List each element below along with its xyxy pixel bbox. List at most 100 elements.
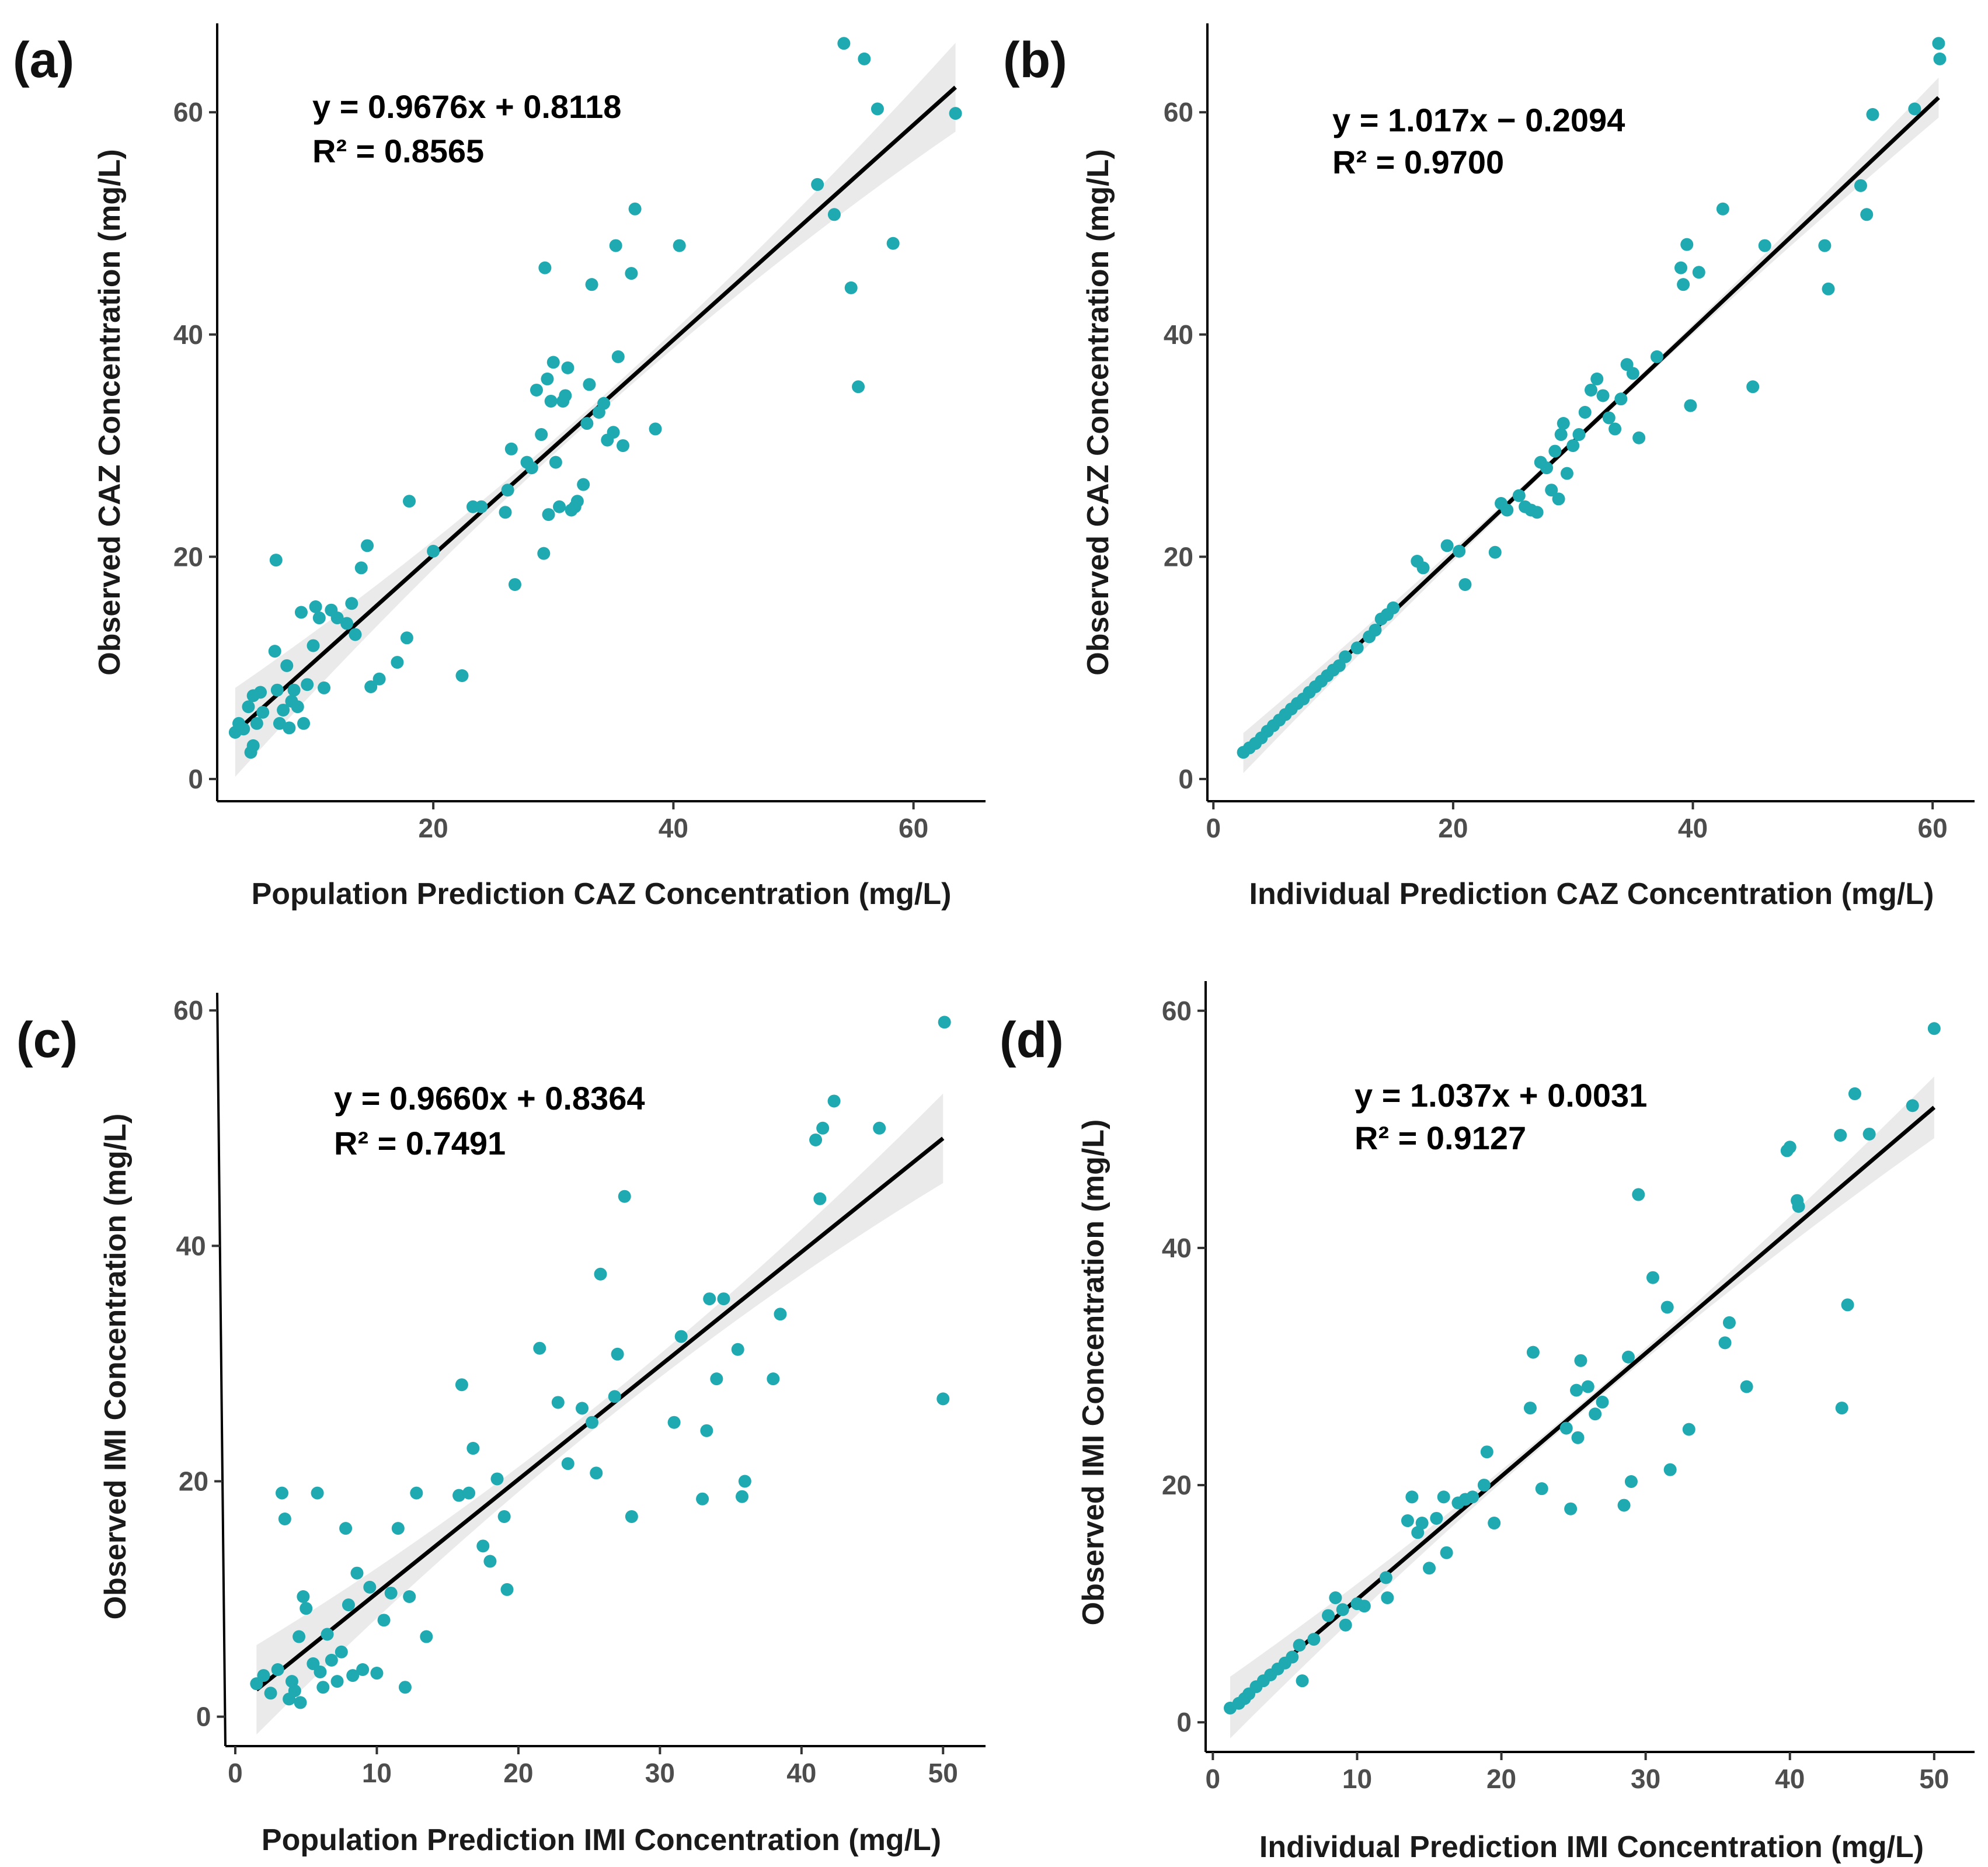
- data-point: [816, 1121, 830, 1135]
- data-point: [1684, 399, 1697, 412]
- data-point: [553, 500, 566, 513]
- data-point: [700, 1424, 713, 1437]
- x-tick-label: 20: [1438, 813, 1468, 843]
- data-point: [403, 495, 416, 508]
- data-point: [1559, 1421, 1573, 1435]
- x-axis-title: Population Prediction IMI Concentration …: [262, 1823, 941, 1857]
- data-point: [1369, 623, 1382, 637]
- data-point: [575, 1402, 589, 1415]
- data-point: [731, 1343, 744, 1356]
- data-point: [774, 1308, 787, 1321]
- data-point: [1758, 239, 1771, 252]
- data-point: [936, 1392, 950, 1406]
- data-point: [500, 1583, 514, 1596]
- data-point: [340, 617, 354, 630]
- data-point: [318, 681, 331, 694]
- data-point: [1624, 1475, 1638, 1488]
- r-squared: R² = 0.8565: [312, 133, 484, 169]
- data-point: [410, 1486, 423, 1500]
- data-point: [535, 428, 548, 441]
- data-point: [462, 1486, 476, 1500]
- data-point: [1585, 383, 1597, 397]
- data-point: [1440, 539, 1454, 552]
- data-point: [242, 700, 255, 714]
- data-point: [476, 1539, 490, 1553]
- data-point: [1570, 1383, 1583, 1397]
- data-point: [349, 628, 362, 641]
- x-tick-label: 60: [899, 813, 928, 843]
- data-point: [674, 1330, 688, 1343]
- data-point: [1572, 428, 1586, 441]
- data-point: [1571, 1431, 1585, 1444]
- data-point: [886, 237, 900, 250]
- data-point: [1548, 444, 1562, 458]
- data-point: [585, 278, 598, 291]
- data-point: [837, 37, 851, 50]
- data-point: [384, 1586, 398, 1600]
- data-point: [1632, 1188, 1645, 1201]
- data-point: [1500, 503, 1514, 517]
- x-tick-label: 60: [1918, 813, 1948, 843]
- x-tick-label: 40: [1775, 1764, 1805, 1794]
- data-point: [1621, 1350, 1635, 1364]
- data-point: [325, 1653, 338, 1667]
- data-point: [1540, 461, 1554, 475]
- x-tick-label: 50: [928, 1758, 958, 1788]
- data-point: [580, 417, 594, 430]
- data-point: [364, 680, 378, 694]
- data-point: [1862, 1127, 1876, 1141]
- data-point: [342, 1598, 355, 1612]
- data-point: [717, 1292, 730, 1306]
- data-point: [544, 394, 558, 408]
- data-point: [583, 378, 596, 391]
- data-point: [1350, 641, 1364, 655]
- data-point: [294, 1696, 307, 1709]
- data-point: [307, 639, 320, 652]
- data-point: [618, 1190, 631, 1203]
- x-tick-label: 40: [1678, 813, 1708, 843]
- data-point: [597, 397, 611, 410]
- data-point: [370, 1667, 384, 1680]
- data-point: [346, 1669, 360, 1682]
- y-tick-label: 0: [188, 764, 203, 794]
- data-point: [938, 1016, 951, 1029]
- data-point: [280, 659, 294, 672]
- y-tick-label: 60: [173, 995, 203, 1025]
- data-point: [275, 1486, 288, 1500]
- data-point: [363, 1580, 377, 1594]
- data-point: [1357, 1600, 1371, 1613]
- panel-label-a: (a): [13, 32, 74, 88]
- data-point: [330, 1675, 344, 1688]
- x-tick-label: 50: [1919, 1764, 1949, 1794]
- data-point: [1674, 261, 1687, 274]
- x-axis-title: Population Prediction CAZ Concentration …: [252, 877, 952, 911]
- data-point: [309, 600, 322, 613]
- data-point: [293, 1630, 306, 1643]
- data-point: [561, 1457, 575, 1470]
- regression-equation: y = 0.9660x + 0.8364: [334, 1080, 645, 1117]
- data-point: [1339, 650, 1352, 663]
- data-point: [1626, 367, 1639, 380]
- x-tick-label: 0: [228, 1758, 243, 1788]
- data-point: [1841, 1298, 1854, 1312]
- data-point: [1677, 278, 1690, 291]
- panel-a: (a) 20 40 60 0 20 40 60 y = 0.9676x + 0.8118 R…: [13, 23, 986, 911]
- data-point: [1722, 1316, 1736, 1329]
- data-point: [767, 1372, 780, 1386]
- data-point: [1557, 417, 1570, 430]
- data-point: [273, 717, 286, 730]
- data-point: [559, 389, 572, 402]
- data-point: [250, 717, 263, 730]
- panel-d: (d) 0 10 20 30 40 50 0 20 40 60 y = 1.037x + 0.00…: [1000, 981, 1975, 1864]
- data-point: [1581, 1380, 1594, 1393]
- data-point: [330, 611, 344, 625]
- data-point: [504, 442, 518, 456]
- data-point: [703, 1292, 716, 1306]
- data-point: [1535, 1482, 1548, 1496]
- data-point: [455, 1378, 468, 1392]
- data-point: [294, 606, 308, 619]
- data-point: [649, 422, 662, 436]
- data-point: [499, 506, 512, 519]
- data-point: [844, 281, 858, 294]
